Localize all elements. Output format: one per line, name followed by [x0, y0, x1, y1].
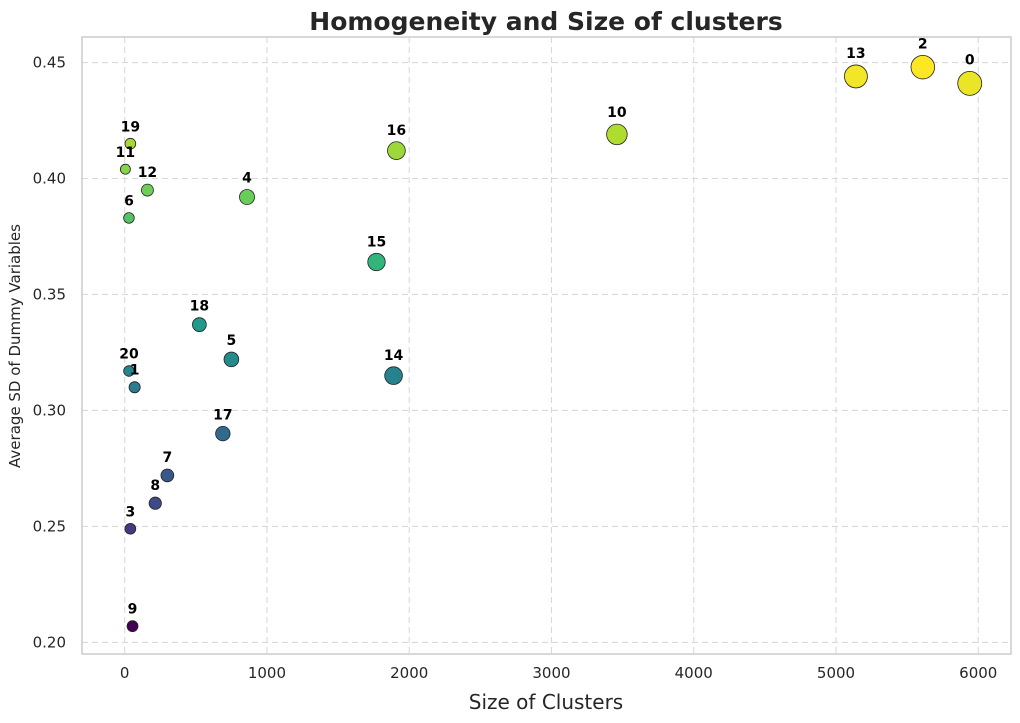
y-tick-label: 0.30 — [33, 401, 66, 419]
data-point — [192, 317, 207, 332]
y-tick-label: 0.25 — [33, 517, 66, 535]
point-label: 7 — [162, 450, 172, 466]
point-label: 19 — [121, 119, 140, 135]
x-tick-label: 0 — [120, 664, 130, 682]
point-label: 6 — [124, 194, 134, 210]
data-point — [844, 64, 868, 89]
data-point — [160, 468, 175, 483]
data-point — [141, 183, 154, 197]
data-point — [215, 425, 231, 442]
point-label: 9 — [128, 602, 138, 618]
y-axis-label: Average SD of Dummy Variables — [6, 224, 24, 468]
point-label: 4 — [242, 171, 252, 187]
y-tick-label: 0.40 — [33, 169, 66, 187]
plot-area-frame — [81, 36, 1012, 655]
point-label: 18 — [190, 299, 209, 315]
point-label: 3 — [125, 504, 135, 520]
data-point — [124, 522, 137, 535]
x-tick-label: 1000 — [248, 664, 286, 682]
y-tick-label: 0.45 — [33, 54, 66, 72]
y-tick-label: 0.35 — [33, 285, 66, 303]
data-point — [384, 366, 403, 385]
data-point — [126, 620, 139, 633]
data-point — [910, 54, 935, 80]
x-tick-label: 4000 — [675, 664, 713, 682]
data-points — [119, 54, 983, 633]
data-point — [367, 252, 386, 272]
x-tick-label: 5000 — [817, 664, 855, 682]
grid-lines — [82, 37, 1011, 654]
x-tick-label: 6000 — [959, 664, 997, 682]
data-point — [239, 189, 255, 205]
data-point — [387, 141, 406, 160]
point-label: 2 — [918, 36, 928, 52]
x-axis-label: Size of Clusters — [469, 690, 623, 714]
x-tick-label: 2000 — [390, 664, 428, 682]
data-point — [119, 163, 131, 175]
y-tick-label: 0.20 — [33, 633, 66, 651]
point-label: 1 — [130, 363, 140, 379]
point-label: 15 — [367, 234, 386, 250]
data-point — [606, 123, 628, 146]
data-point — [148, 496, 162, 510]
data-point — [128, 381, 141, 394]
data-point — [223, 351, 240, 368]
y-axis-ticks: 0.20 0.25 0.30 0.35 0.40 0.45 — [33, 54, 66, 652]
data-point — [957, 70, 983, 96]
point-label: 13 — [846, 46, 865, 62]
point-label: 14 — [384, 348, 404, 364]
point-label: 12 — [138, 165, 157, 181]
point-label: 17 — [213, 407, 232, 423]
x-tick-label: 3000 — [532, 664, 570, 682]
point-label: 8 — [150, 478, 160, 494]
chart-title: Homogeneity and Size of clusters — [309, 7, 782, 36]
x-axis-ticks: 0 1000 2000 3000 4000 5000 6000 — [120, 664, 997, 682]
point-label: 0 — [965, 52, 975, 68]
point-label: 10 — [607, 105, 627, 121]
data-point — [123, 365, 135, 377]
data-point — [123, 212, 135, 224]
point-label: 20 — [119, 347, 139, 363]
point-label: 5 — [227, 333, 237, 349]
data-point — [124, 137, 137, 150]
point-label: 11 — [116, 145, 135, 161]
point-label: 16 — [387, 123, 406, 139]
